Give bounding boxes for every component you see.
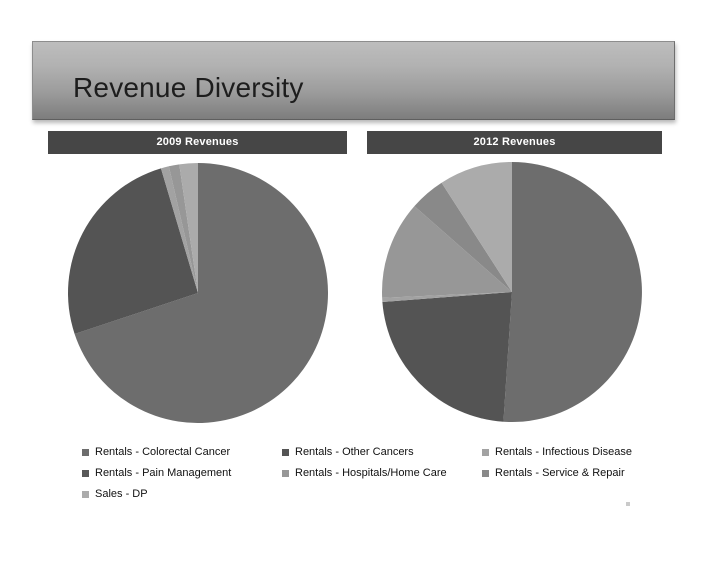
legend-label: Rentals - Other Cancers — [295, 446, 414, 458]
legend-label: Rentals - Infectious Disease — [495, 446, 632, 458]
pie-slice-rentals-colorectal-cancer — [74, 163, 328, 423]
pie-slice-rentals-other-cancers — [382, 292, 512, 422]
pie-slice-rentals-service-repair — [414, 182, 512, 292]
pie-slice-rentals-hospitals-home-care — [168, 164, 198, 293]
pie-slice-rentals-infectious-disease — [160, 166, 198, 293]
legend-swatch-icon — [82, 448, 89, 456]
legend-item: Sales - DP — [82, 487, 282, 501]
scan-artifact-mark — [626, 502, 630, 506]
title-banner: Revenue Diversity — [32, 41, 675, 120]
legend-label: Rentals - Colorectal Cancer — [95, 446, 231, 458]
legend-swatch-icon — [282, 448, 289, 456]
legend-swatch-icon — [282, 469, 289, 477]
legend: Rentals - Colorectal Cancer Rentals - Ot… — [82, 445, 682, 501]
legend-item: Rentals - Service & Repair — [482, 466, 682, 480]
pie-chart-2009 — [68, 163, 328, 423]
pie-slice-rentals-infectious-disease — [382, 292, 512, 303]
legend-swatch-icon — [82, 469, 89, 477]
legend-item: Rentals - Infectious Disease — [482, 445, 682, 459]
legend-item: Rentals - Hospitals/Home Care — [282, 466, 482, 480]
legend-swatch-icon — [482, 448, 489, 456]
chart-header-2009: 2009 Revenues — [48, 131, 347, 154]
legend-label: Rentals - Pain Management — [95, 467, 232, 479]
pie-chart-2012 — [382, 162, 642, 422]
chart-header-2012: 2012 Revenues — [367, 131, 662, 154]
legend-item: Rentals - Pain Management — [82, 466, 282, 480]
legend-label: Rentals - Service & Repair — [495, 467, 625, 479]
legend-item: Rentals - Other Cancers — [282, 445, 482, 459]
pie-slice-rentals-colorectal-cancer — [503, 162, 642, 422]
pie-slice-rentals-hospitals-home-care — [382, 206, 512, 298]
slide-title: Revenue Diversity — [73, 71, 304, 103]
pie-slice-sales-dp — [179, 163, 198, 293]
legend-swatch-icon — [82, 490, 89, 498]
pie-slice-rentals-other-cancers — [68, 168, 199, 334]
legend-swatch-icon — [482, 469, 489, 477]
legend-label: Rentals - Hospitals/Home Care — [295, 467, 447, 479]
legend-item: Rentals - Colorectal Cancer — [82, 445, 282, 459]
pie-slice-sales-dp — [441, 162, 512, 292]
legend-label: Sales - DP — [95, 488, 148, 500]
